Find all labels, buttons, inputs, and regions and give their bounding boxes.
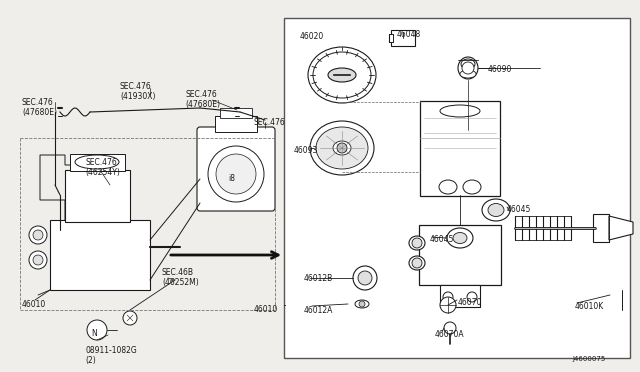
Circle shape	[87, 320, 107, 340]
Polygon shape	[609, 216, 633, 240]
Ellipse shape	[409, 236, 425, 250]
Circle shape	[29, 226, 47, 244]
Circle shape	[440, 297, 456, 313]
Ellipse shape	[75, 155, 119, 169]
Text: SEC.476
(41930X): SEC.476 (41930X)	[120, 82, 156, 102]
Ellipse shape	[310, 121, 374, 175]
Ellipse shape	[460, 70, 476, 78]
Bar	[284, 18, 630, 358]
Circle shape	[337, 143, 347, 153]
Circle shape	[412, 258, 422, 268]
Circle shape	[358, 271, 372, 285]
Text: 46045: 46045	[507, 205, 531, 214]
Text: 46045: 46045	[430, 235, 454, 244]
Ellipse shape	[447, 228, 473, 248]
Text: 46090: 46090	[488, 65, 513, 74]
Ellipse shape	[328, 68, 356, 82]
Polygon shape	[440, 285, 480, 307]
Text: 46010: 46010	[254, 305, 278, 314]
Text: SEC.476: SEC.476	[253, 118, 285, 127]
Text: 46012B: 46012B	[304, 274, 333, 283]
Bar	[70, 154, 125, 171]
Ellipse shape	[439, 180, 457, 194]
Ellipse shape	[482, 199, 510, 221]
Ellipse shape	[333, 141, 351, 155]
Text: 46093: 46093	[294, 146, 318, 155]
Circle shape	[216, 154, 256, 194]
Text: 46010: 46010	[22, 300, 46, 309]
Circle shape	[123, 311, 137, 325]
Text: SEC.476
(47680E): SEC.476 (47680E)	[22, 98, 57, 118]
Circle shape	[353, 266, 377, 290]
Text: N: N	[91, 330, 97, 339]
Circle shape	[208, 146, 264, 202]
FancyBboxPatch shape	[197, 127, 275, 211]
Text: SEC.476
(47680E): SEC.476 (47680E)	[185, 90, 220, 109]
Bar	[215, 116, 257, 132]
Text: 46070: 46070	[458, 298, 483, 307]
Circle shape	[29, 251, 47, 269]
Bar	[593, 214, 609, 242]
Ellipse shape	[355, 300, 369, 308]
Bar	[391, 30, 415, 46]
Ellipse shape	[440, 105, 480, 117]
Circle shape	[359, 301, 365, 307]
Text: 46010K: 46010K	[575, 302, 604, 311]
Text: 46070A: 46070A	[435, 330, 465, 339]
Bar	[50, 220, 150, 290]
Bar	[419, 225, 501, 285]
Ellipse shape	[463, 180, 481, 194]
Ellipse shape	[458, 57, 478, 79]
Text: SEC.476
(46254Y): SEC.476 (46254Y)	[85, 158, 120, 177]
Text: 46012A: 46012A	[304, 306, 333, 315]
Circle shape	[462, 62, 474, 74]
Ellipse shape	[461, 59, 475, 69]
Circle shape	[412, 238, 422, 248]
Circle shape	[33, 230, 43, 240]
Ellipse shape	[313, 52, 371, 98]
Text: 46020: 46020	[300, 32, 324, 41]
Text: 08911-1082G
(2): 08911-1082G (2)	[85, 346, 137, 365]
Ellipse shape	[409, 256, 425, 270]
Ellipse shape	[316, 127, 368, 169]
Text: i8: i8	[228, 173, 236, 183]
Circle shape	[444, 322, 456, 334]
Text: SEC.46B
(46252M): SEC.46B (46252M)	[162, 268, 199, 288]
Bar	[220, 108, 252, 118]
Bar	[420, 101, 500, 196]
Ellipse shape	[308, 47, 376, 103]
Text: J4600075: J4600075	[573, 356, 606, 362]
Ellipse shape	[453, 232, 467, 244]
Text: 46048: 46048	[397, 30, 421, 39]
Bar	[389, 34, 393, 42]
Circle shape	[33, 255, 43, 265]
Ellipse shape	[488, 203, 504, 217]
Circle shape	[467, 292, 477, 302]
Bar	[65, 170, 130, 222]
Circle shape	[443, 292, 453, 302]
